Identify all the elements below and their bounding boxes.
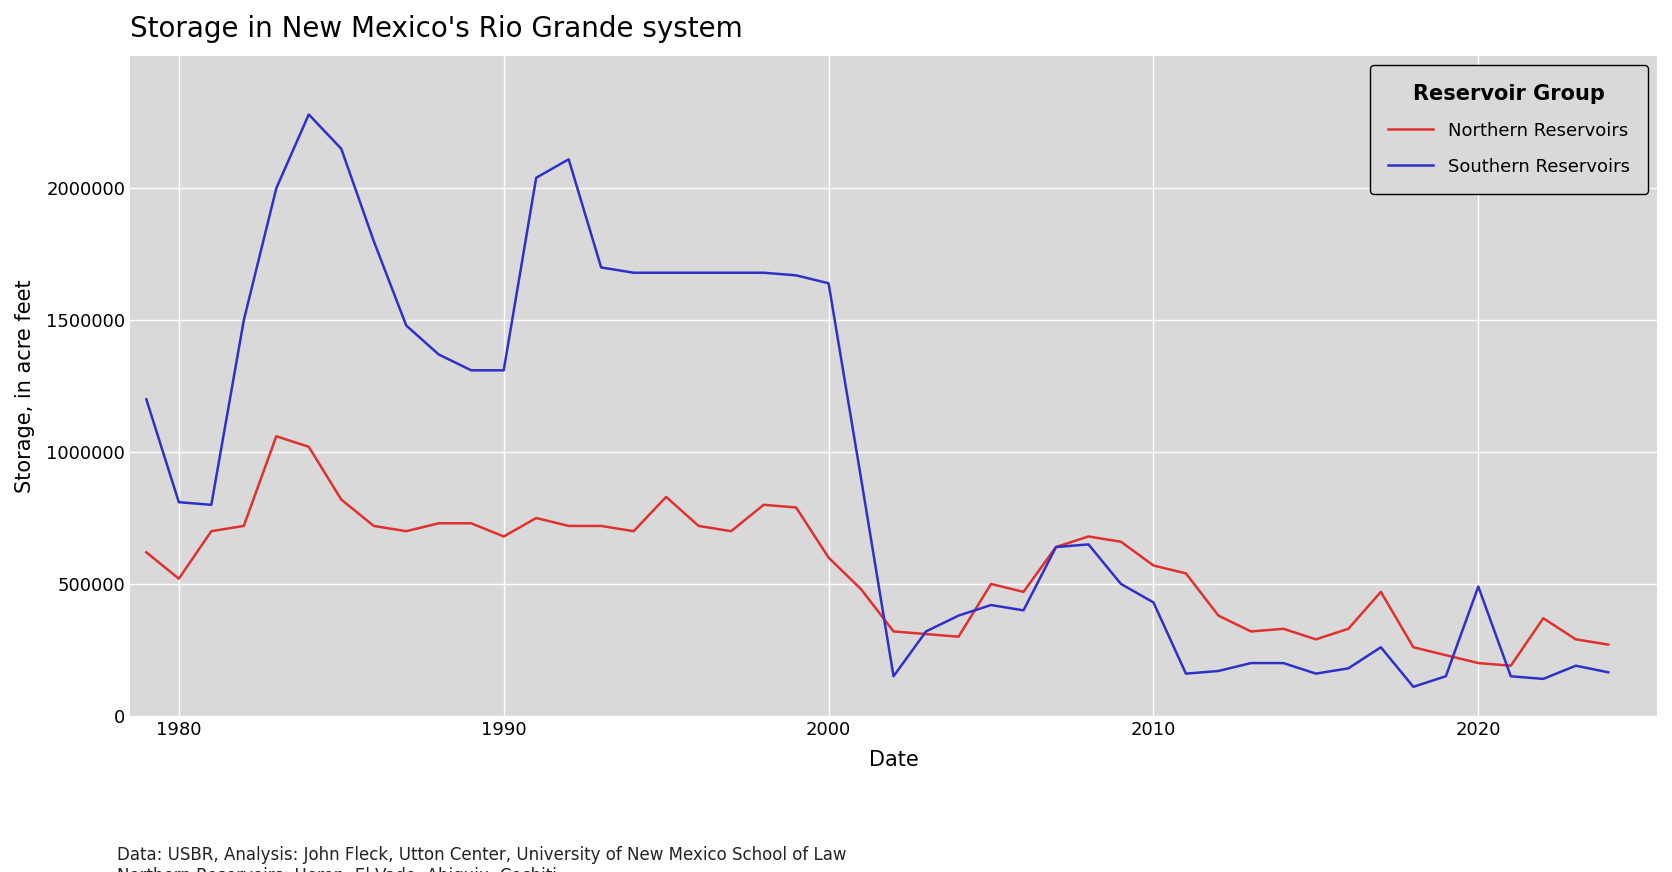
- Southern Reservoirs: [428, 350, 448, 360]
- X-axis label: Date: Date: [869, 750, 918, 770]
- Northern Reservoirs: [1175, 569, 1195, 579]
- Southern Reservoirs: [786, 270, 806, 281]
- Northern Reservoirs: [819, 552, 839, 562]
- Southern Reservoirs: [1047, 542, 1067, 552]
- Northern Reservoirs: [1338, 623, 1358, 634]
- Southern Reservoirs: [201, 500, 221, 510]
- Northern Reservoirs: [396, 526, 416, 536]
- Northern Reservoirs: [689, 521, 709, 531]
- Northern Reservoirs: [1501, 660, 1522, 671]
- Northern Reservoirs: [493, 531, 513, 542]
- Northern Reservoirs: [754, 500, 774, 510]
- Southern Reservoirs: [234, 315, 254, 325]
- Northern Reservoirs: [461, 518, 482, 528]
- Southern Reservoirs: [558, 154, 579, 165]
- Southern Reservoirs: [1274, 657, 1294, 668]
- Northern Reservoirs: [655, 492, 675, 502]
- Southern Reservoirs: [266, 183, 286, 194]
- Southern Reservoirs: [819, 278, 839, 289]
- Southern Reservoirs: [1533, 674, 1553, 685]
- Northern Reservoirs: [883, 626, 903, 637]
- Northern Reservoirs: [1306, 634, 1326, 644]
- Southern Reservoirs: [624, 268, 644, 278]
- Southern Reservoirs: [527, 173, 547, 183]
- Y-axis label: Storage, in acre feet: Storage, in acre feet: [15, 279, 35, 493]
- Northern Reservoirs: [169, 574, 189, 584]
- Southern Reservoirs: [916, 626, 936, 637]
- Southern Reservoirs: [592, 262, 612, 273]
- Southern Reservoirs: [1306, 669, 1326, 679]
- Northern Reservoirs: [1047, 542, 1067, 552]
- Northern Reservoirs: [299, 441, 319, 452]
- Northern Reservoirs: [527, 513, 547, 523]
- Southern Reservoirs: [331, 144, 351, 154]
- Northern Reservoirs: [1533, 613, 1553, 623]
- Northern Reservoirs: [1468, 657, 1488, 668]
- Northern Reservoirs: [1274, 623, 1294, 634]
- Southern Reservoirs: [1371, 642, 1391, 652]
- Southern Reservoirs: [1598, 667, 1618, 678]
- Southern Reservoirs: [396, 320, 416, 330]
- Northern Reservoirs: [1436, 650, 1456, 660]
- Northern Reservoirs: [916, 629, 936, 639]
- Northern Reservoirs: [1241, 626, 1261, 637]
- Northern Reservoirs: [721, 526, 741, 536]
- Text: Data: USBR, Analysis: John Fleck, Utton Center, University of New Mexico School : Data: USBR, Analysis: John Fleck, Utton …: [117, 846, 846, 872]
- Southern Reservoirs: [1241, 657, 1261, 668]
- Southern Reservoirs: [851, 473, 871, 484]
- Southern Reservoirs: [137, 394, 157, 405]
- Northern Reservoirs: [234, 521, 254, 531]
- Northern Reservoirs: [1565, 634, 1585, 644]
- Southern Reservoirs: [655, 268, 675, 278]
- Southern Reservoirs: [1501, 671, 1522, 682]
- Northern Reservoirs: [948, 631, 968, 642]
- Southern Reservoirs: [883, 671, 903, 682]
- Southern Reservoirs: [364, 235, 385, 246]
- Southern Reservoirs: [1565, 660, 1585, 671]
- Northern Reservoirs: [1013, 587, 1033, 597]
- Northern Reservoirs: [558, 521, 579, 531]
- Northern Reservoirs: [624, 526, 644, 536]
- Southern Reservoirs: [1436, 671, 1456, 682]
- Northern Reservoirs: [137, 547, 157, 557]
- Southern Reservoirs: [1013, 605, 1033, 616]
- Southern Reservoirs: [689, 268, 709, 278]
- Northern Reservoirs: [428, 518, 448, 528]
- Southern Reservoirs: [754, 268, 774, 278]
- Southern Reservoirs: [299, 109, 319, 119]
- Northern Reservoirs: [851, 584, 871, 595]
- Northern Reservoirs: [1371, 587, 1391, 597]
- Northern Reservoirs: [981, 579, 1002, 589]
- Southern Reservoirs: [1403, 682, 1423, 692]
- Line: Northern Reservoirs: Northern Reservoirs: [147, 436, 1608, 665]
- Southern Reservoirs: [981, 600, 1002, 610]
- Southern Reservoirs: [169, 497, 189, 508]
- Northern Reservoirs: [201, 526, 221, 536]
- Southern Reservoirs: [1078, 539, 1099, 549]
- Southern Reservoirs: [1144, 597, 1164, 608]
- Line: Southern Reservoirs: Southern Reservoirs: [147, 114, 1608, 687]
- Legend: Northern Reservoirs, Southern Reservoirs: Northern Reservoirs, Southern Reservoirs: [1371, 65, 1649, 194]
- Southern Reservoirs: [1110, 579, 1130, 589]
- Northern Reservoirs: [1110, 536, 1130, 547]
- Southern Reservoirs: [1468, 582, 1488, 592]
- Northern Reservoirs: [1144, 560, 1164, 570]
- Southern Reservoirs: [461, 365, 482, 376]
- Southern Reservoirs: [948, 610, 968, 621]
- Southern Reservoirs: [721, 268, 741, 278]
- Southern Reservoirs: [1175, 669, 1195, 679]
- Southern Reservoirs: [1209, 665, 1229, 676]
- Southern Reservoirs: [1338, 663, 1358, 673]
- Northern Reservoirs: [1209, 610, 1229, 621]
- Northern Reservoirs: [592, 521, 612, 531]
- Northern Reservoirs: [786, 502, 806, 513]
- Northern Reservoirs: [1078, 531, 1099, 542]
- Text: Storage in New Mexico's Rio Grande system: Storage in New Mexico's Rio Grande syste…: [130, 15, 742, 43]
- Southern Reservoirs: [493, 365, 513, 376]
- Northern Reservoirs: [1403, 642, 1423, 652]
- Northern Reservoirs: [364, 521, 385, 531]
- Northern Reservoirs: [331, 494, 351, 505]
- Northern Reservoirs: [1598, 639, 1618, 650]
- Northern Reservoirs: [266, 431, 286, 441]
